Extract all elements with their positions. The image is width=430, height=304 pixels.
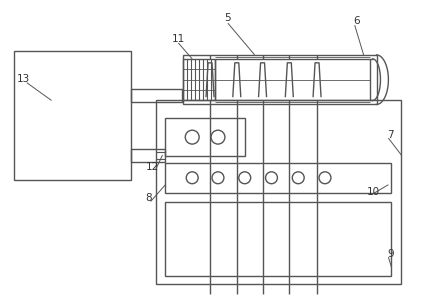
Text: 8: 8	[145, 192, 152, 202]
Bar	[166, 163, 391, 193]
Bar	[14, 51, 131, 180]
Text: 12: 12	[146, 162, 159, 172]
Text: 13: 13	[17, 74, 31, 84]
Text: 5: 5	[224, 13, 231, 23]
Text: 6: 6	[353, 16, 360, 26]
Bar	[166, 118, 245, 156]
Text: 11: 11	[172, 34, 185, 44]
Bar	[183, 59, 215, 101]
Bar	[131, 149, 166, 162]
Text: 7: 7	[387, 130, 394, 140]
Bar	[166, 202, 391, 276]
Bar	[215, 59, 369, 101]
Bar	[183, 55, 377, 105]
Text: 9: 9	[387, 249, 394, 259]
Text: 10: 10	[367, 187, 380, 197]
Bar	[131, 88, 182, 102]
Bar	[156, 101, 401, 284]
